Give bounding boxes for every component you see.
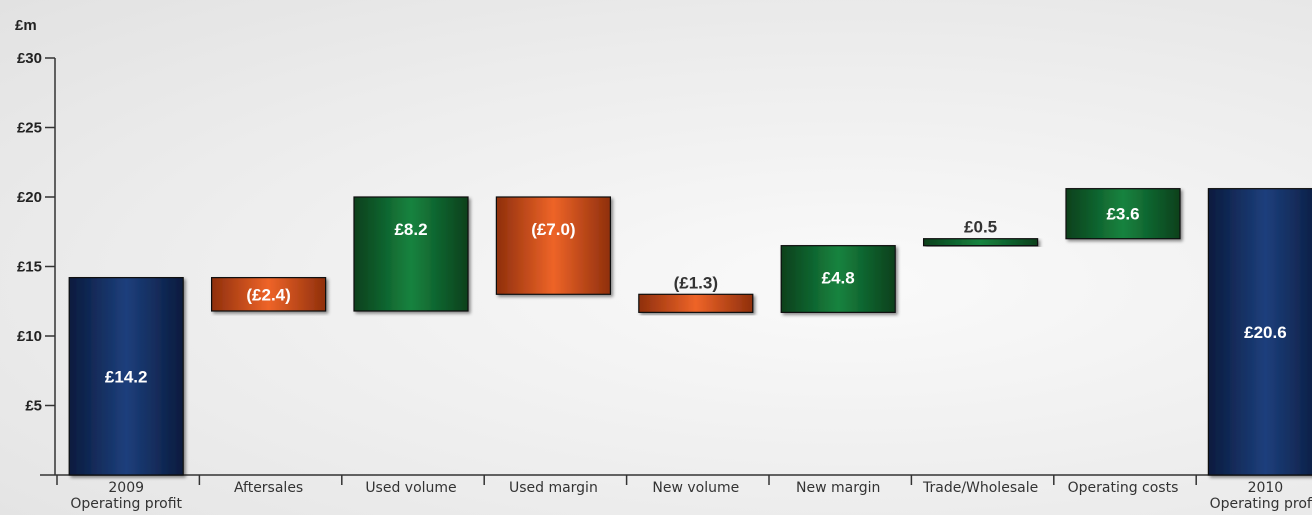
- bars-group: [68, 188, 1312, 476]
- bar-value-label: £8.2: [394, 220, 427, 239]
- bar-total: [1207, 188, 1312, 476]
- bar-value-label: £3.6: [1106, 205, 1139, 224]
- bar-value-label: £14.2: [105, 367, 148, 386]
- bar-increase: [1065, 188, 1181, 240]
- y-tick-label: £15: [17, 259, 42, 276]
- bar-increase: [780, 245, 896, 313]
- axes: £5 £10 £15 £20 £25 £30: [17, 50, 1312, 485]
- y-tick-label: £10: [17, 328, 42, 345]
- bar-value-label: £20.6: [1244, 323, 1287, 342]
- bar-decrease: [638, 293, 754, 313]
- x-category-label: Used volume: [365, 480, 456, 496]
- bar-increase: [353, 196, 469, 312]
- bar-value-label: £0.5: [964, 218, 997, 237]
- x-category-label: Trade/Wholesale: [922, 480, 1038, 496]
- bar-value-label: (£1.3): [674, 273, 718, 292]
- x-category-label: New volume: [652, 480, 739, 496]
- bar-value-label: (£7.0): [531, 220, 575, 239]
- x-category-label: Operating profit: [70, 496, 182, 512]
- x-category-label: Aftersales: [234, 480, 303, 496]
- x-category-label: 2009: [108, 480, 144, 496]
- x-category-label: Operating profit: [1210, 496, 1312, 512]
- x-category-label: 2010: [1248, 480, 1284, 496]
- y-axis-unit-label: £m: [15, 17, 37, 34]
- bar-decrease: [495, 196, 611, 295]
- y-tick-label: £5: [25, 398, 42, 415]
- bar-value-label: (£2.4): [246, 285, 290, 304]
- x-category-label: Operating costs: [1068, 480, 1179, 496]
- y-tick-label: £25: [17, 120, 42, 137]
- value-labels-group: £14.2 (£2.4) £8.2 (£7.0) (£1.3) £4.8 £0.5 £3.6 £…: [105, 205, 1287, 387]
- y-tick-label: £30: [17, 50, 42, 67]
- x-category-label: New margin: [796, 480, 880, 496]
- bar-total: [68, 277, 184, 476]
- bar-increase: [922, 238, 1039, 247]
- x-category-label: Used margin: [509, 480, 598, 496]
- bar-decrease: [211, 277, 327, 312]
- y-tick-label: £20: [17, 189, 42, 206]
- bar-value-label: £4.8: [822, 269, 855, 288]
